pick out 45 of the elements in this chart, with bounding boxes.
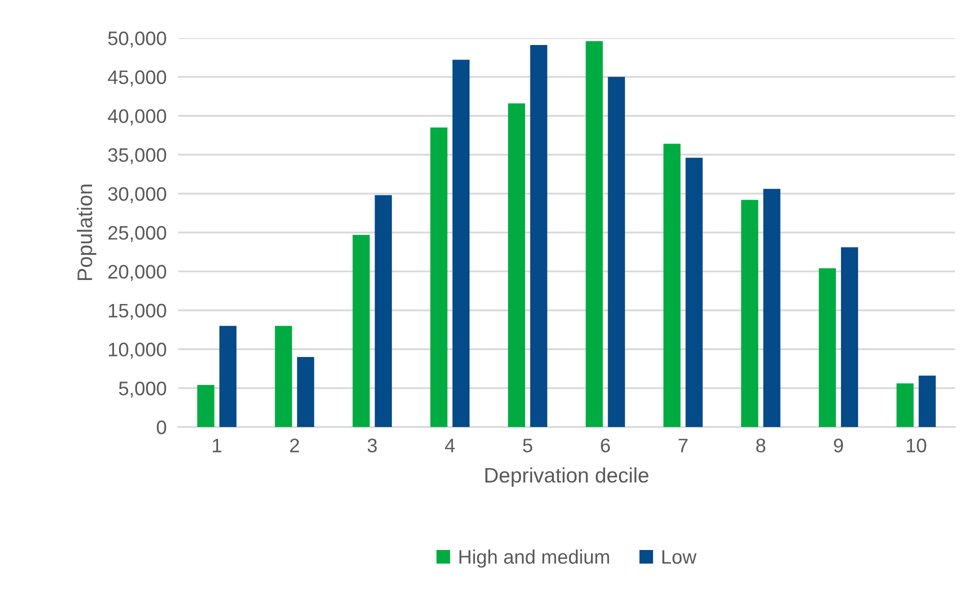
bar	[663, 144, 681, 427]
bar	[686, 158, 703, 427]
legend-label: High and medium	[459, 550, 609, 568]
bar	[530, 45, 548, 427]
bar	[430, 127, 448, 427]
y-tick-label: 15,000	[108, 304, 166, 320]
y-tick-label: 50,000	[108, 31, 166, 48]
y-tick-label: 5,000	[119, 382, 166, 398]
bar	[452, 60, 470, 427]
x-tick-label: 4	[444, 438, 455, 452]
y-tick-label: 30,000	[108, 187, 166, 204]
bar	[608, 76, 625, 427]
bar	[763, 188, 780, 427]
bar	[741, 200, 758, 427]
x-tick-label: 9	[834, 438, 843, 452]
y-tick-label: 10,000	[108, 342, 166, 359]
bar	[918, 376, 936, 427]
x-tick-label: 10	[906, 438, 926, 452]
legend-label: Low	[662, 550, 697, 564]
y-axis-title: Population	[76, 184, 96, 280]
bar	[586, 41, 603, 427]
bar	[274, 326, 292, 427]
bar	[352, 234, 370, 427]
bar	[197, 384, 214, 427]
x-tick-label: 1	[212, 438, 222, 452]
y-tick-label: 25,000	[108, 226, 166, 242]
bar	[219, 326, 236, 427]
bar	[297, 356, 314, 427]
bar	[896, 383, 914, 427]
bar	[818, 268, 836, 427]
y-tick-label: 35,000	[108, 148, 166, 164]
x-axis-title: Deprivation decile	[485, 467, 648, 487]
x-tick-label: 2	[290, 438, 299, 452]
x-tick-label: 3	[368, 438, 377, 452]
bar	[508, 103, 526, 427]
y-tick-label: 20,000	[108, 264, 166, 281]
y-tick-label: 45,000	[108, 70, 166, 86]
x-tick-label: 5	[523, 438, 532, 452]
y-tick-label: 40,000	[108, 109, 166, 126]
x-tick-label: 7	[678, 438, 688, 452]
x-tick-label: 6	[600, 438, 610, 452]
y-tick-label: 0	[156, 420, 166, 434]
x-tick-label: 8	[756, 438, 766, 452]
bar	[374, 195, 392, 427]
bar	[840, 247, 858, 427]
